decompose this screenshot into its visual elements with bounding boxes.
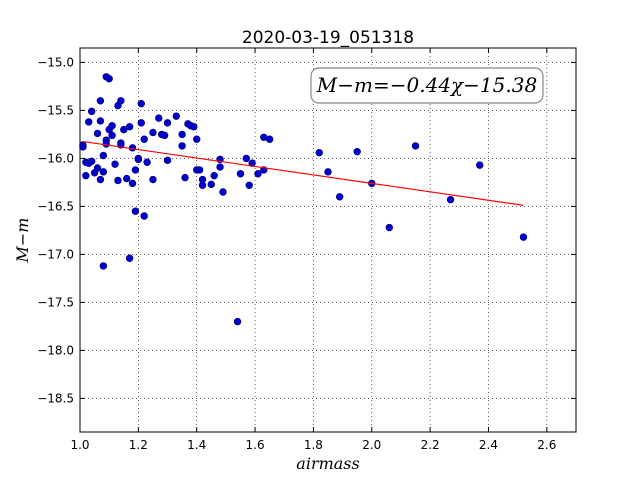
equation-text: M−m=−0.44χ−15.38: [316, 73, 537, 97]
data-point: [324, 168, 332, 176]
data-point: [143, 158, 151, 166]
x-tick-label: 1.8: [304, 438, 323, 452]
x-tick-label: 2.4: [479, 438, 498, 452]
data-point: [163, 119, 172, 127]
data-point: [108, 131, 116, 140]
data-point: [99, 262, 108, 270]
x-tick-label: 1.2: [129, 438, 148, 452]
y-tick-label: −17.5: [37, 295, 74, 309]
data-points: [79, 73, 528, 326]
data-point: [140, 135, 148, 143]
data-point: [134, 155, 143, 164]
data-point: [265, 135, 274, 143]
y-tick-label: −16.0: [37, 151, 74, 165]
data-point: [519, 233, 528, 241]
data-point: [245, 181, 253, 189]
data-point: [96, 175, 105, 184]
y-axis-label: M−m: [13, 218, 32, 264]
y-tick-label: −16.5: [37, 199, 74, 213]
data-point: [172, 112, 180, 120]
data-point: [93, 129, 102, 138]
x-tick-label: 1.4: [187, 438, 206, 452]
data-point: [198, 175, 207, 184]
data-point: [111, 160, 119, 168]
data-point: [216, 163, 224, 171]
data-point: [117, 97, 125, 105]
data-point: [446, 195, 455, 204]
y-tick-label: −15.5: [37, 103, 74, 117]
data-point: [131, 207, 140, 215]
chart-title: 2020-03-19_051318: [242, 28, 414, 48]
data-point: [149, 128, 157, 137]
data-point: [137, 119, 145, 127]
y-tick-label: −17.0: [37, 247, 74, 261]
data-point: [163, 156, 172, 165]
data-point: [207, 180, 215, 189]
data-point: [99, 151, 108, 160]
data-point: [108, 122, 116, 130]
data-point: [87, 157, 96, 165]
y-tick-label: −15.0: [37, 55, 74, 69]
data-point: [93, 164, 102, 172]
equation-box: [310, 67, 544, 104]
data-point: [96, 97, 105, 105]
plot-frame: [79, 47, 577, 433]
data-point: [210, 171, 218, 180]
data-point: [125, 254, 134, 262]
x-tick-label: 1.6: [246, 438, 265, 452]
data-point: [125, 123, 134, 131]
data-point: [195, 166, 204, 174]
data-point: [181, 173, 189, 182]
data-point: [242, 154, 251, 163]
data-point: [149, 175, 157, 184]
y-tick-label: −18.0: [37, 343, 74, 357]
data-point: [131, 166, 140, 174]
data-point: [79, 143, 87, 151]
data-point: [140, 212, 148, 220]
data-point: [193, 135, 201, 143]
data-point: [137, 99, 145, 108]
data-point: [335, 193, 344, 201]
equation-annotation: M−m=−0.44χ−15.38: [310, 67, 544, 104]
data-point: [122, 174, 131, 183]
data-point: [219, 188, 227, 196]
data-point: [236, 170, 245, 178]
x-tick-label: 2.2: [421, 438, 440, 452]
data-point: [85, 118, 93, 126]
data-point: [178, 130, 186, 139]
x-axis: 1.0 1.2 1.4 1.6 1.8 2.0 2.2 2.4 2.6: [70, 48, 556, 452]
data-point: [190, 123, 198, 131]
y-tick-label: −18.5: [37, 391, 74, 405]
x-tick-label: 2.6: [537, 438, 556, 452]
data-point: [160, 131, 169, 140]
data-point: [120, 125, 128, 134]
data-point: [128, 179, 137, 188]
grid-lines: [79, 48, 576, 432]
data-point: [178, 142, 186, 150]
data-point: [233, 317, 242, 326]
data-point: [476, 161, 484, 169]
data-point: [87, 107, 96, 116]
data-point: [353, 147, 361, 156]
x-tick-label: 1.0: [70, 438, 89, 452]
x-tick-label: 2.0: [362, 438, 381, 452]
data-point: [411, 142, 420, 150]
x-axis-label: airmass: [296, 454, 359, 473]
data-point: [99, 168, 108, 176]
fit-line: [82, 140, 524, 206]
data-point: [155, 114, 163, 122]
data-point: [96, 117, 105, 125]
data-point: [385, 223, 393, 232]
y-axis: −15.0 −15.5 −16.0 −16.5 −17.0 −17.5 −18.0 −18.5: [37, 55, 576, 405]
data-point: [114, 176, 122, 185]
data-point: [254, 170, 262, 178]
data-point: [315, 148, 323, 157]
data-point: [105, 75, 113, 83]
data-point: [82, 171, 90, 180]
